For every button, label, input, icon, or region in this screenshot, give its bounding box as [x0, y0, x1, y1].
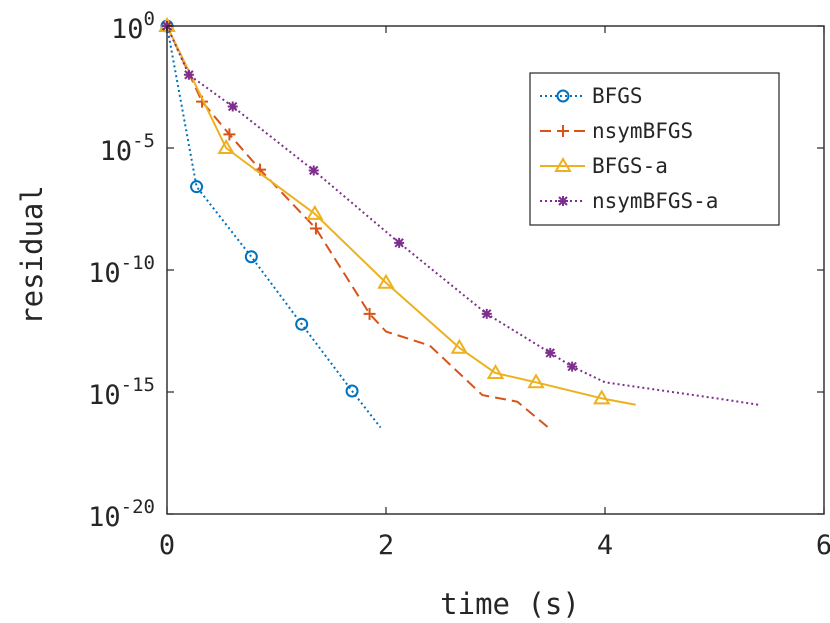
- data-point-marker: [295, 317, 309, 331]
- data-point-marker: [308, 165, 319, 176]
- legend: BFGS nsymBFGS BFGS-a nsymBFGS-a: [529, 72, 780, 226]
- data-point-marker: [394, 237, 405, 248]
- data-point-marker: [557, 125, 569, 137]
- data-point-marker: [227, 101, 238, 112]
- series-bfgs-a: [158, 17, 636, 406]
- data-point-marker: [190, 180, 204, 194]
- legend-box: [529, 72, 780, 226]
- x-tick-label: 4: [597, 530, 613, 561]
- legend-entry: BFGS: [540, 84, 643, 108]
- y-tick-label: 10-5: [100, 130, 155, 167]
- data-point-marker: [345, 384, 359, 398]
- data-point-marker: [592, 389, 611, 405]
- legend-entry: BFGS-a: [540, 154, 668, 178]
- x-axis-label: time (s): [440, 587, 580, 621]
- data-point-marker: [450, 338, 469, 354]
- data-point-marker: [527, 373, 545, 389]
- series-layer: [158, 17, 759, 430]
- legend-label: nsymBFGS-a: [592, 189, 718, 213]
- legend-label: nsymBFGS: [592, 119, 693, 143]
- y-tick-label: 10-20: [88, 496, 155, 533]
- data-point-marker: [183, 69, 194, 80]
- data-point-marker: [217, 139, 235, 154]
- data-point-marker: [481, 308, 492, 319]
- series-line: [166, 25, 551, 430]
- data-point-marker: [377, 273, 395, 289]
- data-point-marker: [558, 196, 568, 206]
- data-point-marker: [244, 250, 258, 264]
- x-tick-label: 2: [378, 530, 394, 561]
- data-point-marker: [567, 361, 578, 372]
- series-line: [166, 25, 382, 429]
- series-line: [166, 25, 636, 406]
- y-axis-label: residual: [15, 185, 49, 325]
- data-point-marker: [363, 307, 376, 320]
- data-point-marker: [554, 157, 572, 172]
- y-tick-label: 10-15: [88, 374, 155, 411]
- legend-label: BFGS: [592, 84, 643, 108]
- legend-entry: nsymBFGS-a: [540, 189, 718, 213]
- ticks-layer: 0 2 4 6 10-20 10-15 10-10 10-5 100: [88, 8, 830, 561]
- legend-entry: nsymBFGS: [540, 119, 693, 143]
- y-tick-label: 100: [111, 8, 155, 45]
- data-point-marker: [223, 128, 236, 141]
- x-tick-label: 6: [816, 530, 830, 561]
- data-point-marker: [545, 347, 556, 358]
- data-point-marker: [486, 364, 505, 380]
- data-point-marker: [556, 89, 570, 103]
- y-tick-label: 10-10: [88, 252, 155, 289]
- data-point-marker: [309, 222, 322, 235]
- data-point-marker: [306, 204, 324, 220]
- legend-label: BFGS-a: [592, 154, 668, 178]
- x-tick-label: 0: [159, 530, 175, 561]
